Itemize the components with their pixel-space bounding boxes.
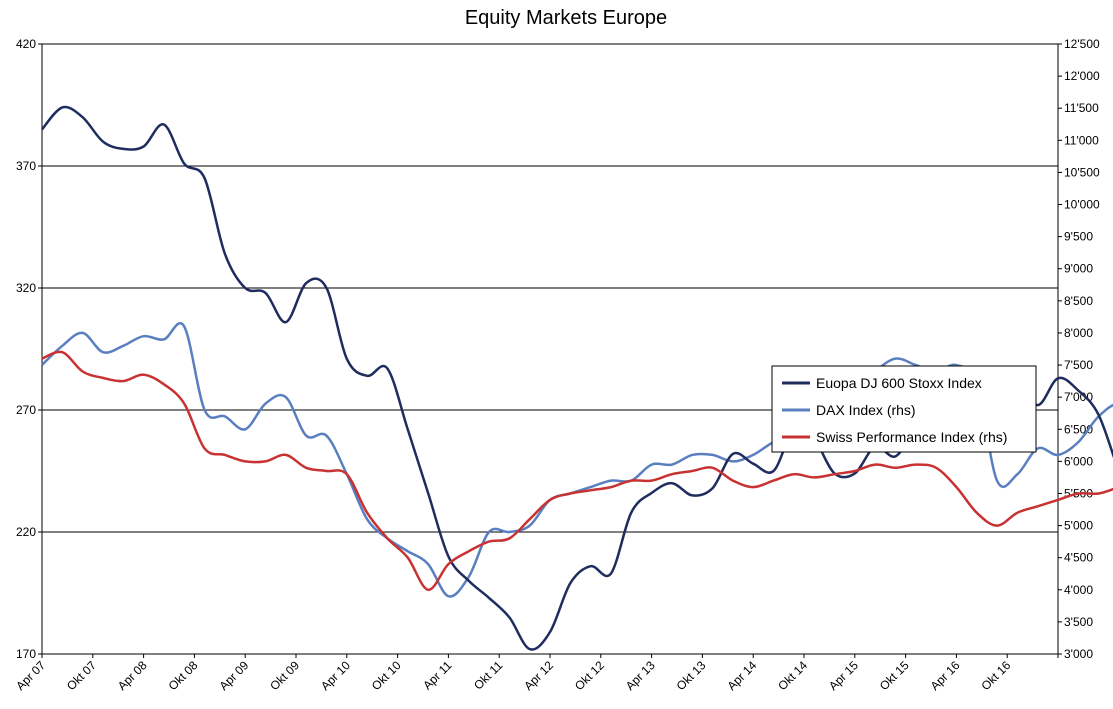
right-tick-label: 8'000 bbox=[1064, 326, 1093, 340]
gridlines bbox=[41, 43, 1059, 655]
right-tick-label: 9'000 bbox=[1064, 262, 1093, 276]
right-tick-label: 3'500 bbox=[1064, 615, 1093, 629]
left-tick-label: 370 bbox=[16, 159, 36, 173]
x-tick-label: Okt 13 bbox=[674, 658, 709, 693]
right-tick-label: 4'500 bbox=[1064, 551, 1093, 565]
legend-label: Swiss Performance Index (rhs) bbox=[816, 429, 1007, 445]
x-tick-label: Okt 16 bbox=[978, 658, 1013, 693]
left-tick-label: 220 bbox=[16, 525, 36, 539]
x-tick-label: Apr 10 bbox=[318, 658, 353, 693]
right-tick-label: 7'500 bbox=[1064, 358, 1093, 372]
x-tick-label: Okt 14 bbox=[775, 658, 810, 693]
right-tick-label: 12'000 bbox=[1064, 69, 1100, 83]
legend: Euopa DJ 600 Stoxx Index DAX Index (rhs) S… bbox=[771, 365, 1037, 453]
right-tick-label: 9'500 bbox=[1064, 230, 1093, 244]
plot-border bbox=[41, 43, 1059, 655]
right-tick-label: 7'000 bbox=[1064, 390, 1093, 404]
left-tick-label: 320 bbox=[16, 281, 36, 295]
right-tick-label: 12'500 bbox=[1064, 37, 1100, 51]
left-tick-label: 420 bbox=[16, 37, 36, 51]
legend-label: DAX Index (rhs) bbox=[816, 402, 916, 418]
x-tick-label: Okt 12 bbox=[572, 658, 607, 693]
x-tick-label: Okt 07 bbox=[64, 658, 99, 693]
legend-box bbox=[771, 365, 1037, 453]
x-tick-label: Apr 15 bbox=[826, 658, 861, 693]
right-tick-label: 6'000 bbox=[1064, 454, 1093, 468]
x-tick-label: Okt 10 bbox=[369, 658, 404, 693]
right-tick-label: 8'500 bbox=[1064, 294, 1093, 308]
right-tick-label: 4'000 bbox=[1064, 583, 1093, 597]
x-tick-label: Apr 14 bbox=[724, 658, 759, 693]
x-tick-label: Apr 12 bbox=[521, 658, 556, 693]
left-tick-label: 270 bbox=[16, 403, 36, 417]
series-line-2 bbox=[41, 350, 1113, 592]
right-tick-label: 10'500 bbox=[1064, 165, 1100, 179]
x-tick-label: Apr 08 bbox=[115, 658, 150, 693]
right-tick-label: 10'000 bbox=[1064, 198, 1100, 212]
right-tick-label: 11'000 bbox=[1064, 133, 1099, 147]
x-tick-label: Okt 11 bbox=[471, 658, 505, 692]
x-tick-label: Apr 07 bbox=[13, 658, 48, 693]
series-line-0 bbox=[41, 105, 1113, 651]
legend-label: Euopa DJ 600 Stoxx Index bbox=[816, 375, 982, 391]
series-layer bbox=[41, 105, 1113, 651]
series-line-1 bbox=[41, 322, 1113, 598]
right-tick-label: 5'000 bbox=[1064, 519, 1093, 533]
right-tick-label: 3'000 bbox=[1064, 647, 1093, 661]
chart-title: Equity Markets Europe bbox=[465, 7, 667, 29]
x-tick-label: Apr 13 bbox=[623, 658, 658, 693]
left-tick-label: 170 bbox=[16, 647, 36, 661]
x-tick-label: Okt 09 bbox=[267, 658, 302, 693]
left-y-axis: 170 220 270 320 370 420 bbox=[16, 37, 42, 661]
x-tick-label: Okt 15 bbox=[877, 658, 912, 693]
x-tick-label: Okt 08 bbox=[166, 658, 201, 693]
x-tick-label: Apr 09 bbox=[216, 658, 251, 693]
x-axis: Apr 07 Okt 07 Apr 08 Okt 08 Apr 09 Okt 09 Apr … bbox=[13, 654, 1059, 693]
right-y-axis: 3'0003'5004'0004'5005'0005'5006'0006'500… bbox=[1058, 37, 1100, 661]
right-tick-label: 11'500 bbox=[1064, 101, 1099, 115]
x-tick-label: Apr 11 bbox=[420, 658, 455, 693]
x-tick-label: Apr 16 bbox=[928, 658, 963, 693]
